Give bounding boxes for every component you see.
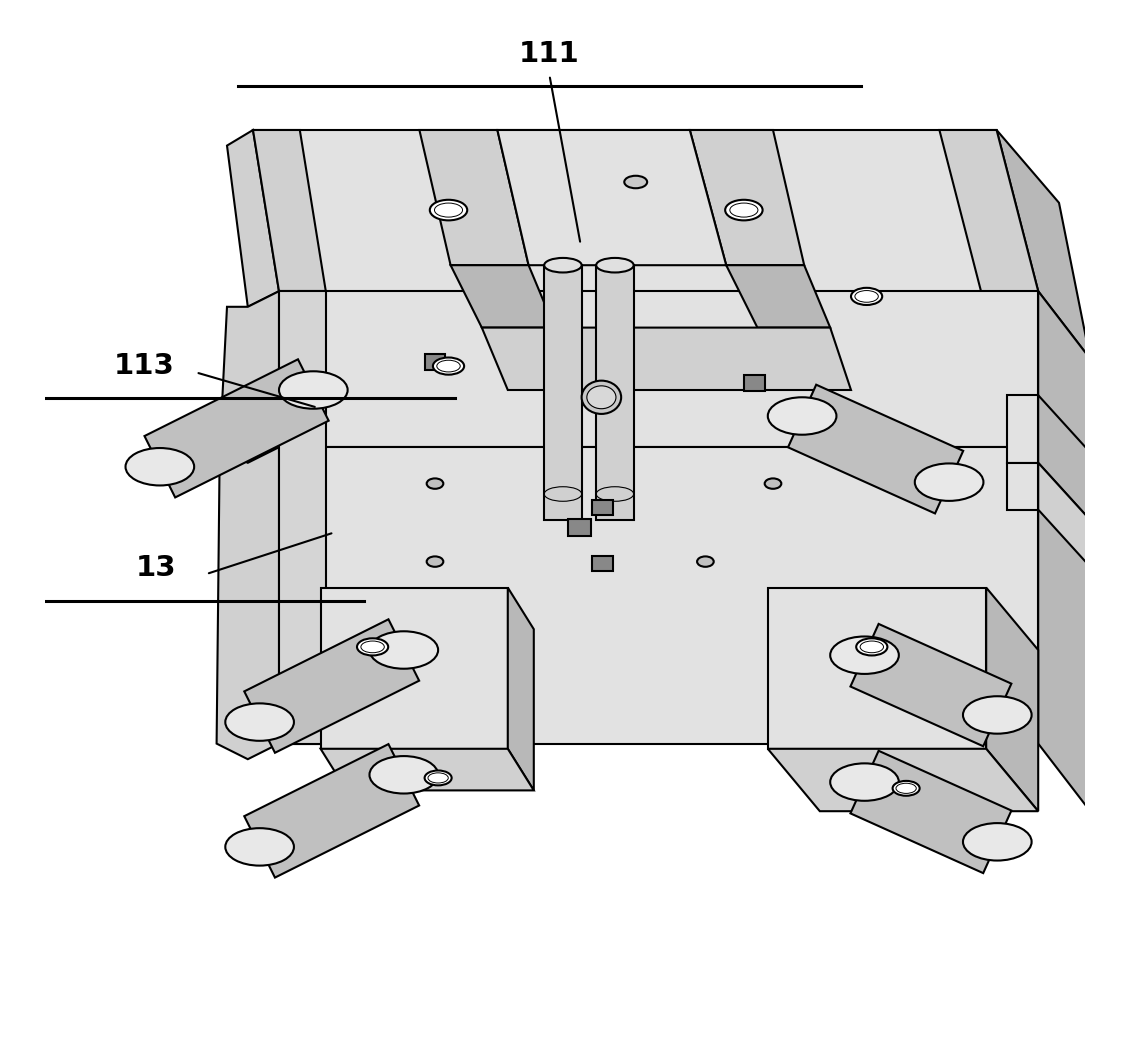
Bar — [568, 519, 591, 536]
Polygon shape — [1007, 395, 1038, 463]
Polygon shape — [227, 130, 279, 307]
Ellipse shape — [370, 631, 438, 669]
Ellipse shape — [545, 258, 582, 272]
Bar — [425, 354, 445, 370]
Text: 111: 111 — [519, 40, 580, 68]
Bar — [597, 265, 634, 520]
Ellipse shape — [725, 200, 763, 220]
Ellipse shape — [765, 478, 781, 489]
Ellipse shape — [767, 397, 836, 435]
Polygon shape — [497, 130, 727, 265]
Polygon shape — [788, 385, 963, 514]
Bar — [592, 500, 612, 516]
Polygon shape — [851, 751, 1011, 874]
Polygon shape — [321, 749, 533, 790]
Polygon shape — [279, 291, 1038, 447]
Polygon shape — [481, 328, 851, 390]
Polygon shape — [767, 588, 986, 749]
Ellipse shape — [586, 386, 616, 409]
Polygon shape — [689, 130, 805, 265]
Ellipse shape — [831, 763, 898, 801]
Polygon shape — [244, 744, 419, 878]
Polygon shape — [1038, 291, 1090, 515]
Polygon shape — [1038, 447, 1090, 811]
Ellipse shape — [597, 258, 634, 272]
Ellipse shape — [963, 696, 1032, 733]
Polygon shape — [1038, 463, 1090, 567]
Ellipse shape — [697, 556, 714, 567]
Bar — [592, 555, 612, 572]
Ellipse shape — [225, 703, 294, 740]
Polygon shape — [997, 130, 1090, 359]
Polygon shape — [253, 130, 1038, 291]
Bar — [744, 375, 765, 391]
Ellipse shape — [851, 288, 883, 305]
Polygon shape — [851, 624, 1011, 747]
Ellipse shape — [427, 556, 443, 567]
Ellipse shape — [893, 781, 920, 796]
Ellipse shape — [370, 756, 438, 794]
Polygon shape — [419, 130, 529, 265]
Ellipse shape — [831, 636, 898, 674]
Polygon shape — [217, 447, 279, 759]
Polygon shape — [1007, 463, 1038, 510]
Ellipse shape — [427, 478, 443, 489]
Polygon shape — [1038, 395, 1090, 520]
Ellipse shape — [624, 176, 647, 188]
Ellipse shape — [425, 771, 452, 785]
Ellipse shape — [582, 381, 622, 414]
Polygon shape — [145, 359, 329, 497]
Polygon shape — [767, 749, 1038, 811]
Polygon shape — [451, 265, 555, 328]
Ellipse shape — [857, 639, 887, 655]
Polygon shape — [986, 588, 1038, 811]
Polygon shape — [244, 619, 419, 753]
Ellipse shape — [433, 358, 464, 374]
Ellipse shape — [125, 448, 194, 486]
Text: 13: 13 — [136, 554, 176, 582]
Ellipse shape — [915, 464, 983, 501]
Polygon shape — [939, 130, 1038, 291]
Ellipse shape — [429, 200, 467, 220]
Ellipse shape — [279, 371, 348, 409]
Ellipse shape — [963, 823, 1032, 860]
Polygon shape — [219, 291, 279, 463]
Polygon shape — [727, 265, 831, 328]
Ellipse shape — [225, 828, 294, 865]
Bar — [545, 265, 582, 520]
Polygon shape — [253, 130, 325, 291]
Text: 113: 113 — [113, 352, 174, 380]
Ellipse shape — [357, 639, 389, 655]
Polygon shape — [321, 588, 507, 749]
Polygon shape — [279, 447, 1038, 744]
Polygon shape — [507, 588, 533, 790]
Polygon shape — [279, 291, 325, 744]
